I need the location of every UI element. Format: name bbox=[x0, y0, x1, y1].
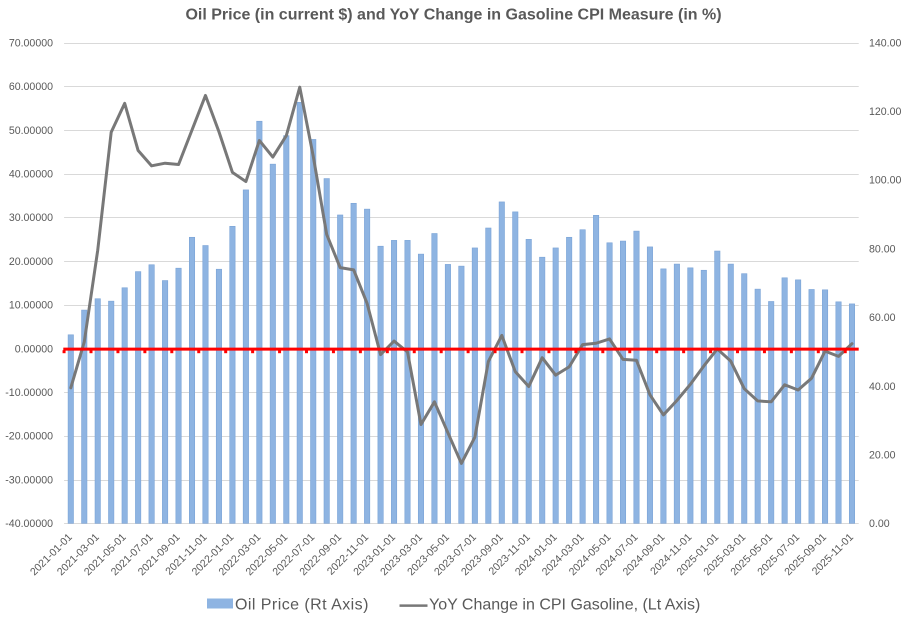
svg-text:40.00: 40.00 bbox=[869, 381, 896, 393]
svg-text:70.00000: 70.00000 bbox=[9, 37, 53, 49]
svg-text:20.00: 20.00 bbox=[869, 449, 896, 461]
svg-text:10.00000: 10.00000 bbox=[9, 300, 53, 312]
svg-text:120.00: 120.00 bbox=[869, 106, 902, 118]
svg-text:Oil Price (Rt Axis): Oil Price (Rt Axis) bbox=[235, 597, 369, 614]
svg-text:-40.00000: -40.00000 bbox=[5, 518, 53, 530]
svg-text:40.00000: 40.00000 bbox=[9, 169, 53, 181]
svg-text:100.00: 100.00 bbox=[869, 175, 902, 187]
svg-text:80.00: 80.00 bbox=[869, 243, 896, 255]
svg-text:140.00: 140.00 bbox=[869, 37, 902, 49]
svg-text:0.00000: 0.00000 bbox=[15, 343, 53, 355]
svg-text:-20.00000: -20.00000 bbox=[5, 431, 53, 443]
svg-text:-30.00000: -30.00000 bbox=[5, 474, 53, 486]
svg-text:20.00000: 20.00000 bbox=[9, 256, 53, 268]
svg-text:Oil Price (in current $) and Y: Oil Price (in current $) and YoY Change … bbox=[185, 7, 721, 24]
svg-text:30.00000: 30.00000 bbox=[9, 212, 53, 224]
svg-text:60.00: 60.00 bbox=[869, 312, 896, 324]
svg-text:-10.00000: -10.00000 bbox=[5, 387, 53, 399]
svg-text:60.00000: 60.00000 bbox=[9, 81, 53, 93]
svg-text:0.00: 0.00 bbox=[869, 518, 890, 530]
svg-text:50.00000: 50.00000 bbox=[9, 125, 53, 137]
svg-text:YoY Change in CPI Gasoline, (L: YoY Change in CPI Gasoline, (Lt Axis) bbox=[429, 597, 700, 614]
